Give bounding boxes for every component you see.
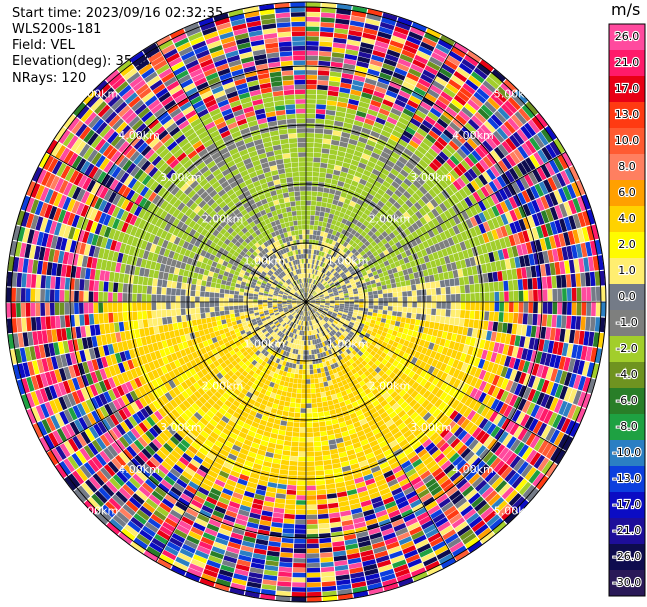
range-ring-label: 4.00km (452, 129, 494, 142)
colorbar-swatch (609, 440, 645, 467)
colorbar-tick-label: -13.0 (613, 472, 641, 485)
colorbar-swatch (609, 336, 645, 363)
radial-spoke (155, 41, 307, 303)
colorbar-tick-label: -2.0 (616, 342, 637, 355)
colorbar-tick-label: 4.0 (618, 212, 636, 225)
colorbar-tick-label: -1.0 (616, 316, 637, 329)
colorbar-swatch (609, 310, 645, 337)
colorbar-swatch (609, 50, 645, 77)
range-ring-label: 3.00km (410, 171, 452, 184)
colorbar-swatch (609, 128, 645, 155)
range-ring-label: 5.00km (77, 505, 119, 518)
colorbar-tick-label: -6.0 (616, 394, 637, 407)
radial-spoke (305, 41, 457, 303)
colorbar-tick-label: 8.0 (618, 160, 636, 173)
radial-spoke (45, 301, 307, 453)
colorbar-tick-label: 21.0 (615, 56, 640, 69)
range-ring-label: 2.00km (369, 213, 411, 226)
range-ring-label: 2.00km (369, 379, 411, 392)
colorbar-swatch (609, 206, 645, 233)
range-ring-label: 3.00km (160, 171, 202, 184)
radial-spoke (305, 151, 566, 303)
colorbar-swatch (609, 258, 645, 285)
colorbar-tick-label: -17.0 (613, 498, 641, 511)
colorbar-tick-label: 0.0 (618, 290, 636, 303)
colorbar-swatch (609, 388, 645, 415)
colorbar-swatch (609, 570, 645, 597)
radial-spoke (305, 301, 566, 453)
radial-spoke (155, 301, 307, 562)
range-ring-label: 3.00km (160, 421, 202, 434)
colorbar-swatch (609, 232, 645, 259)
colorbar-tick-label: 13.0 (615, 108, 640, 121)
colorbar-tick-label: 10.0 (615, 134, 640, 147)
colorbar-swatch (609, 24, 645, 51)
colorbar-swatch (609, 154, 645, 181)
range-ring-label: 2.00km (202, 379, 244, 392)
colorbar-tick-label: -21.0 (613, 524, 641, 537)
colorbar-swatch (609, 544, 645, 571)
colorbar-tick-label: -8.0 (616, 420, 637, 433)
colorbar-title: m/s (611, 0, 641, 19)
colorbar-tick-label: -10.0 (613, 446, 641, 459)
colorbar-swatch (609, 414, 645, 441)
range-ring-label: 3.00km (410, 421, 452, 434)
range-ring-label: 1.00km (327, 254, 369, 267)
range-ring-label: 1.00km (327, 338, 369, 351)
range-ring-label: 5.00km (494, 87, 536, 100)
range-ring-labels: 1.00km 1.00km 1.00km 1.00km 2.00km 2.00km 2.00… (77, 87, 536, 517)
instrument-label: WLS200s-181 (12, 22, 102, 37)
range-ring-label: 1.00km (244, 338, 286, 351)
colorbar-swatch (609, 518, 645, 545)
range-ring-label: 4.00km (118, 463, 160, 476)
range-ring-label: 4.00km (452, 463, 494, 476)
colorbar-swatch (609, 102, 645, 129)
colorbar-frame (608, 23, 646, 597)
start-time-label: Start time: 2023/09/16 02:32:35 (12, 6, 224, 21)
colorbar-tick-label: 6.0 (618, 186, 636, 199)
range-ring-label: 1.00km (244, 254, 286, 267)
radial-spoke (305, 301, 457, 562)
range-ring-label: 4.00km (118, 129, 160, 142)
colorbar-swatch (609, 284, 645, 311)
radial-spoke (45, 151, 307, 303)
range-ring-label: 2.00km (202, 213, 244, 226)
field-label: Field: VEL (12, 38, 75, 53)
colorbar-swatch (609, 180, 645, 207)
colorbar-tick-label: 1.0 (618, 264, 636, 277)
colorbar-tick-label: -4.0 (616, 368, 637, 381)
colorbar-swatch (609, 362, 645, 389)
range-ring-label: 5.00km (494, 505, 536, 518)
nrays-label: NRays: 120 (12, 71, 87, 86)
colorbar-tick-label: 26.0 (615, 30, 640, 43)
colorbar: 26.0 21.0 17.0 13.0 10.0 8.0 6.0 4.0 2.0 1.0 0.0 -1… (608, 23, 646, 597)
elevation-label: Elevation(deg): 35.30 (12, 54, 153, 69)
colorbar-swatch (609, 466, 645, 493)
range-ring-label: 5.00km (77, 87, 119, 100)
colorbar-tick-label: -30.0 (613, 576, 641, 589)
colorbar-tick-label: -26.0 (613, 550, 641, 563)
colorbar-swatch (609, 76, 645, 103)
colorbar-tick-label: 17.0 (615, 82, 640, 95)
range-rings (5, 1, 607, 603)
colorbar-tick-label: 2.0 (618, 238, 636, 251)
colorbar-swatch (609, 492, 645, 519)
